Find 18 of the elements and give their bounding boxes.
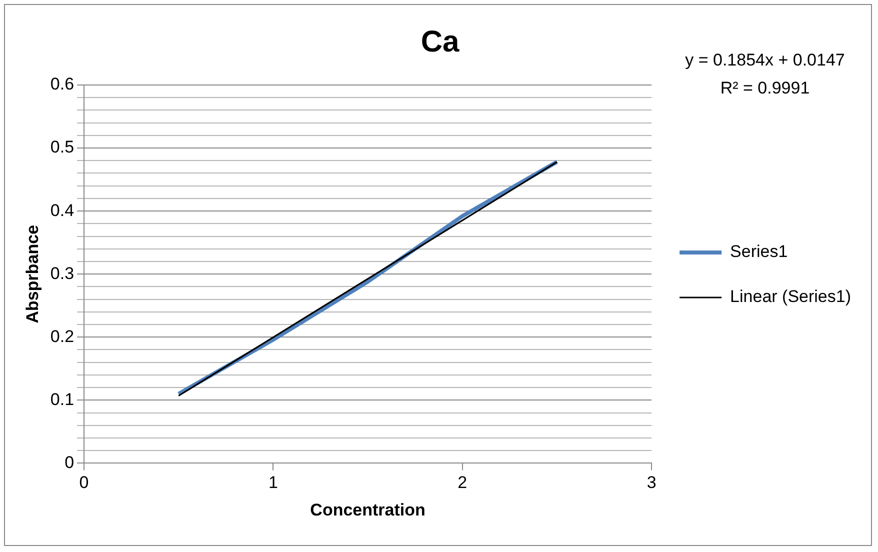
y-tick-label: 0.2 <box>50 326 74 346</box>
x-tick-label: 0 <box>79 473 89 492</box>
text: R² = 0.9991 <box>720 78 810 98</box>
y-tick-label: 0.4 <box>50 200 74 220</box>
y-tick-label: 0.3 <box>50 264 74 283</box>
legend-label: Linear (Series1) <box>730 287 852 306</box>
x-axis-title: Concentration <box>310 500 426 520</box>
legend-label: Series1 <box>730 242 788 262</box>
y-axis-title: Absprbance <box>22 224 42 324</box>
chart-title: Ca <box>420 25 460 58</box>
text: y = 0.1854x + 0.0147 <box>685 50 845 70</box>
y-tick-label: 0.1 <box>50 390 74 409</box>
y-tick-label: 0 <box>64 452 74 472</box>
x-tick-label: 2 <box>458 473 468 492</box>
y-tick-label: 0.5 <box>50 138 74 157</box>
y-tick-label: 0.6 <box>50 74 74 94</box>
x-tick-label: 3 <box>646 473 656 492</box>
x-tick-label: 1 <box>268 473 278 492</box>
